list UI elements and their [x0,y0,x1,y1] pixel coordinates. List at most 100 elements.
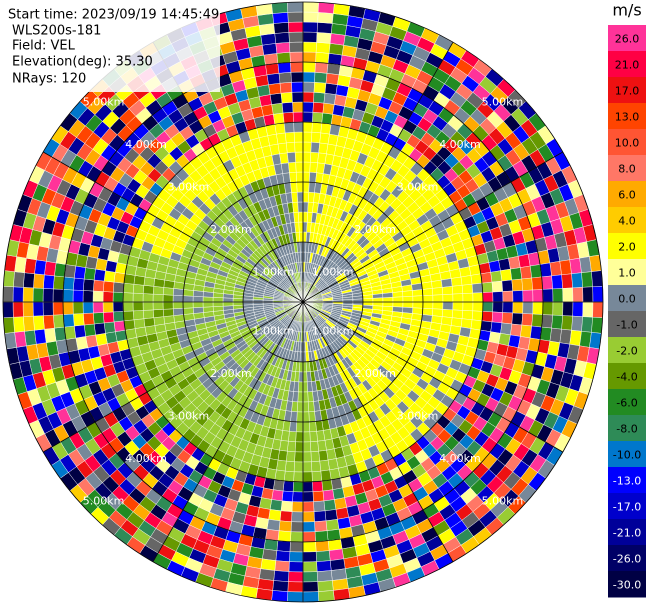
ring-label: 3.00km [397,180,439,193]
velocity-cell [83,323,96,337]
velocity-cell [12,286,24,303]
velocity-cell [142,301,154,311]
velocity-cell [382,292,394,299]
velocity-cell [317,440,327,452]
velocity-cell [532,301,544,315]
velocity-cell [323,92,337,105]
velocity-cell [314,72,328,84]
velocity-cell [153,316,165,326]
colorbar-tick-label: 10.0 [615,136,640,149]
velocity-cell [309,161,318,173]
velocity-cell [296,411,304,423]
velocity-cell [421,281,433,290]
velocity-cell [132,310,145,321]
velocity-cell [278,72,292,84]
velocity-cell [288,161,297,173]
velocity-cell [591,316,603,334]
ring-label: 3.00km [397,410,439,423]
velocity-cell [279,82,293,94]
velocity-cell [43,314,55,330]
velocity-cell [93,312,105,325]
velocity-cell [451,285,464,295]
velocity-cell [302,181,310,193]
velocity-cell [105,331,118,344]
velocity-cell [318,449,329,462]
velocity-cell [232,301,244,306]
velocity-cell [372,297,384,303]
velocity-cell [288,571,304,583]
velocity-cell [212,305,224,312]
velocity-cell [271,590,289,602]
velocity-cell [279,510,293,522]
velocity-cell [123,319,136,331]
velocity-cell [299,231,304,243]
ring-label: 2.00km [354,367,396,380]
velocity-cell [289,551,304,563]
colorbar-tick-label: 17.0 [615,84,640,97]
velocity-cell [310,151,319,164]
velocity-cell [122,310,135,322]
velocity-cell [512,301,524,314]
ring-label: 4.00km [439,138,481,151]
velocity-cell [412,301,424,309]
velocity-cell [511,278,523,292]
velocity-cell [192,301,204,309]
velocity-cell [302,561,318,573]
velocity-cell [292,201,299,213]
velocity-cell [280,162,290,174]
velocity-cell [278,520,292,532]
velocity-cell [287,440,296,453]
ring-label: 5.00km [83,96,125,109]
velocity-cell [93,322,106,336]
velocity-cell [2,286,14,303]
velocity-cell [432,287,444,296]
velocity-cell [271,2,289,14]
velocity-cell [315,550,331,562]
velocity-cell [298,381,304,393]
velocity-cell [82,290,94,303]
velocity-cell [271,489,284,502]
velocity-cell [310,141,320,154]
ring-label: 3.00km [168,410,210,423]
velocity-cell [316,32,332,44]
velocity-cell [330,23,348,36]
velocity-cell [542,288,554,303]
velocity-cell [451,309,464,319]
velocity-cell [322,102,335,115]
velocity-cell [273,112,285,125]
start-time: Start time: 2023/09/19 14:45:49 [8,8,219,23]
velocity-cell [172,308,184,316]
velocity-cell [309,431,318,443]
velocity-cell [132,292,144,303]
velocity-cell [312,480,324,492]
velocity-cell [284,131,295,144]
velocity-cell [83,312,95,326]
velocity-cell [266,519,281,531]
colorbar-tick-label: 21.0 [615,58,640,71]
velocity-cell [302,381,308,393]
velocity-cell [277,530,292,542]
velocity-cell [281,490,294,502]
velocity-cell [93,279,105,292]
velocity-cell [422,294,434,303]
velocity-cell [293,461,304,473]
velocity-cell [481,281,493,293]
velocity-cell [460,275,473,286]
velocity-cell [310,450,320,463]
velocity-cell [290,71,304,83]
velocity-cell [302,401,310,413]
velocity-cell [392,291,404,298]
velocity-cell [302,351,307,363]
velocity-cell [480,320,493,332]
velocity-cell [302,471,313,483]
velocity-cell [472,301,484,312]
velocity-cell [572,301,584,317]
velocity-cell [297,391,304,403]
velocity-cell [262,43,278,56]
velocity-cell [452,301,464,311]
velocity-cell [313,500,326,512]
velocity-cell [182,307,194,315]
velocity-cell [222,301,234,307]
velocity-cell [302,371,308,383]
velocity-cell [302,51,317,63]
